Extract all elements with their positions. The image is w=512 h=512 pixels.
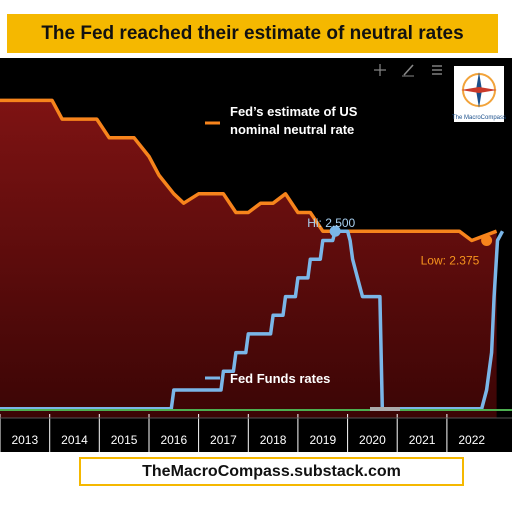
chart-panel: 2013 2014 2015 2016 2017 2018 2019 2020 2021 2022… <box>0 58 512 452</box>
x-tick-label: 2015 <box>111 433 138 447</box>
x-tick-label: 2020 <box>359 433 386 447</box>
scroll-handle[interactable] <box>370 407 400 411</box>
source-url: TheMacroCompass.substack.com <box>142 462 401 480</box>
x-tick-label: 2018 <box>260 433 287 447</box>
x-tick-label: 2021 <box>409 433 436 447</box>
x-tick-label: 2022 <box>458 433 485 447</box>
hi-marker <box>329 225 341 237</box>
neutral-rate-area <box>0 100 497 419</box>
x-tick-label: 2016 <box>160 433 187 447</box>
chart-title: The Fed reached their estimate of neutra… <box>41 22 464 44</box>
fed-funds-line <box>0 229 505 411</box>
legend-label: Fed Funds rates <box>230 371 330 386</box>
low-label: Low: 2.375 <box>421 254 480 268</box>
legend-item-neutral-rate: Fed’s estimate of US nominal neutral rate <box>205 104 358 137</box>
legend-label: nominal neutral rate <box>230 122 354 137</box>
line-chart: 2013 2014 2015 2016 2017 2018 2019 2020 2021 2022… <box>0 64 512 452</box>
menu-lines-icon[interactable] <box>432 65 442 75</box>
hi-label: Hi: 2.500 <box>307 216 355 230</box>
crosshair-icon[interactable] <box>374 64 386 76</box>
neutral-rate-line <box>0 98 498 243</box>
x-tick-label: 2017 <box>210 433 237 447</box>
logo-text: The MacroCompass <box>452 115 506 121</box>
x-tick-label: 2019 <box>309 433 336 447</box>
title-banner: The Fed reached their estimate of neutra… <box>7 14 498 53</box>
legend-item-fed-funds: Fed Funds rates <box>205 371 330 386</box>
legend-label: Fed’s estimate of US <box>230 104 358 119</box>
draw-pen-icon[interactable] <box>402 64 414 77</box>
x-tick-label: 2013 <box>11 433 38 447</box>
low-marker <box>481 235 493 246</box>
x-tick-label: 2014 <box>61 433 88 447</box>
compass-logo: The MacroCompass <box>452 66 506 122</box>
source-footer: TheMacroCompass.substack.com <box>79 457 464 486</box>
